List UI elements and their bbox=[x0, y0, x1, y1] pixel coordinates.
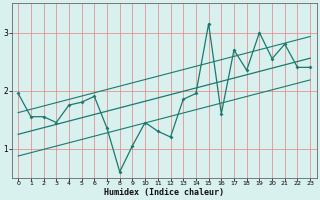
X-axis label: Humidex (Indice chaleur): Humidex (Indice chaleur) bbox=[104, 188, 224, 197]
